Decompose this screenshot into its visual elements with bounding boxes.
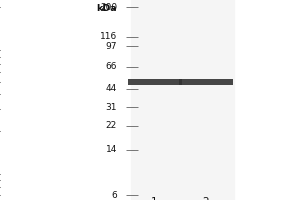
Text: 116: 116 — [100, 32, 117, 41]
Text: kDa: kDa — [96, 4, 117, 13]
Text: 31: 31 — [106, 103, 117, 112]
Text: 200: 200 — [100, 3, 117, 12]
Text: 97: 97 — [106, 42, 117, 51]
Text: 14: 14 — [106, 145, 117, 154]
Text: 2: 2 — [202, 197, 209, 200]
Text: 22: 22 — [106, 121, 117, 130]
Text: 6: 6 — [111, 191, 117, 200]
Text: 66: 66 — [106, 62, 117, 71]
Text: 44: 44 — [106, 84, 117, 93]
Bar — [130, 0, 234, 200]
Text: 1: 1 — [151, 197, 158, 200]
